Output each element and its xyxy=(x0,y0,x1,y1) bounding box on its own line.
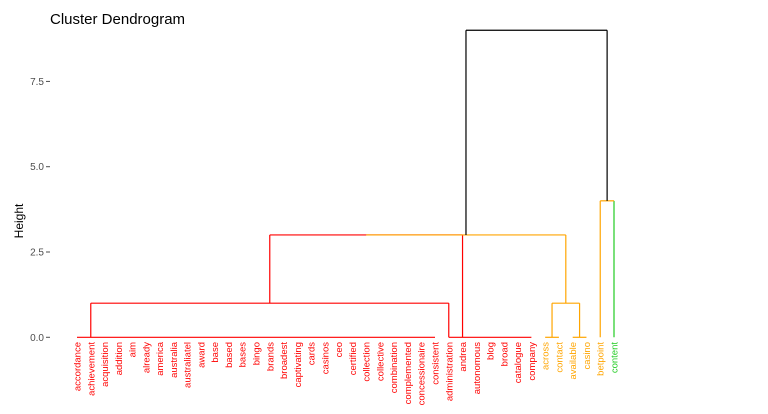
leaf-label-based: based xyxy=(224,342,235,368)
leaf-label-bases: bases xyxy=(238,342,249,368)
y-axis: 0.0 2.5 5.0 7.5 xyxy=(30,77,50,344)
leaf-label-captivating: captivating xyxy=(293,342,304,387)
leaf-label-accordance: accordance xyxy=(73,342,84,391)
leaf-label-base: base xyxy=(210,342,221,363)
y-tick-label: 7.5 xyxy=(30,77,44,88)
leaf-label-australia: australia xyxy=(169,341,180,378)
leaf-label-contact: contact xyxy=(554,342,565,373)
leaf-label-bingo: bingo xyxy=(252,342,263,365)
leaf-label-broadest: broadest xyxy=(279,342,290,379)
leaf-label-consistent: consistent xyxy=(431,342,442,385)
leaf-label-available: available xyxy=(568,342,579,380)
chart-title: Cluster Dendrogram xyxy=(50,11,185,28)
leaf-label-across: across xyxy=(541,342,552,370)
leaf-label-administration: administration xyxy=(444,342,455,401)
leaf-label-complemented: complemented xyxy=(403,342,414,404)
leaf-label-ceo: ceo xyxy=(334,342,345,357)
leaf-label-already: already xyxy=(141,342,152,373)
leaf-labels: accordance achievement acquisition addition… xyxy=(73,341,621,405)
leaf-label-achievement: achievement xyxy=(86,342,97,396)
y-tick-label: 0.0 xyxy=(30,333,44,344)
leaf-label-award: award xyxy=(196,342,207,368)
leaf-label-brands: brands xyxy=(265,342,276,371)
leaf-label-addition: addition xyxy=(114,342,125,375)
leaf-label-betpoint: betpoint xyxy=(596,342,607,376)
leaf-label-andrea: andrea xyxy=(458,341,469,371)
y-tick-label: 2.5 xyxy=(30,248,44,259)
leaf-label-collective: collective xyxy=(375,342,386,381)
leaf-label-cards: cards xyxy=(307,342,318,365)
dendrogram-branches xyxy=(77,29,615,338)
leaf-label-broad: broad xyxy=(499,342,510,366)
leaf-label-acquisition: acquisition xyxy=(100,342,111,387)
y-tick-label: 5.0 xyxy=(30,162,44,173)
y-axis-label: Height xyxy=(12,203,26,238)
leaf-label-content: content xyxy=(610,342,621,374)
leaf-label-concessionaire: concessionaire xyxy=(417,342,428,405)
leaf-label-catalogue: catalogue xyxy=(513,342,524,383)
leaf-label-casino: casino xyxy=(582,342,593,369)
leaf-label-australiatel: australiatel xyxy=(183,342,194,388)
leaf-label-blog: blog xyxy=(486,342,497,360)
leaf-label-certified: certified xyxy=(348,342,359,375)
leaf-label-aim: aim xyxy=(128,342,139,357)
leaf-label-casinos: casinos xyxy=(320,342,331,374)
leaf-label-autonomous: autonomous xyxy=(472,342,483,395)
leaf-label-america: america xyxy=(155,341,166,376)
leaf-label-collection: collection xyxy=(362,342,373,382)
leaf-label-company: company xyxy=(527,342,538,381)
leaf-label-combination: combination xyxy=(389,342,400,393)
